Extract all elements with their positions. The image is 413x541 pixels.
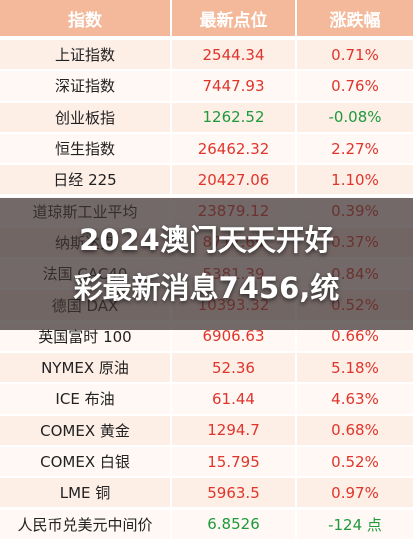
index-change: 0.97%: [297, 478, 413, 508]
header-cell: 最新点位: [172, 0, 295, 36]
index-name: NYMEX 原油: [0, 353, 170, 383]
table-row: LME 铜 5963.5 0.97%: [0, 478, 413, 509]
index-value: 5963.5: [172, 478, 295, 508]
index-value: 26462.32: [172, 133, 295, 164]
index-value: 2544.34: [172, 40, 295, 70]
index-name: 人民币兑美元中间价: [0, 509, 170, 539]
index-change: 4.63%: [297, 384, 413, 414]
table-row: ICE 布油 61.44 4.63%: [0, 384, 413, 415]
index-change: 0.71%: [297, 40, 413, 70]
table-row: NYMEX 原油 52.36 5.18%: [0, 353, 413, 384]
header-cell: 指数: [0, 0, 170, 36]
index-name: 深证指数: [0, 71, 170, 101]
index-name: 恒生指数: [0, 133, 170, 164]
table-row: COMEX 黄金 1294.7 0.68%: [0, 415, 413, 447]
table-row: 创业板指 1262.52 -0.08%: [0, 102, 413, 134]
banner-line: 彩最新消息7456,统: [73, 271, 340, 305]
index-value: 1262.52: [172, 102, 295, 132]
table-row: 上证指数 2544.34 0.71%: [0, 40, 413, 71]
header-row: 指数 最新点位 涨跌幅: [0, 0, 413, 38]
index-name: ICE 布油: [0, 384, 170, 414]
index-change: 2.27%: [297, 133, 413, 164]
index-value: 1294.7: [172, 415, 295, 445]
table-row: 人民币兑美元中间价 6.8526 -124 点: [0, 509, 413, 541]
index-name: 上证指数: [0, 40, 170, 70]
index-name: 创业板指: [0, 102, 170, 132]
index-value: 61.44: [172, 384, 295, 414]
index-value: 7447.93: [172, 71, 295, 101]
index-change: 0.76%: [297, 71, 413, 101]
index-change: 1.10%: [297, 165, 413, 195]
table-row: COMEX 白银 15.795 0.52%: [0, 446, 413, 478]
table-row: 恒生指数 26462.32 2.27%: [0, 133, 413, 165]
index-value: 20427.06: [172, 165, 295, 195]
index-value: 15.795: [172, 446, 295, 477]
index-change: 5.18%: [297, 353, 413, 383]
index-change: -0.08%: [297, 102, 413, 132]
table-row: 深证指数 7447.93 0.76%: [0, 71, 413, 102]
index-change: 0.52%: [297, 446, 413, 477]
index-value: 6.8526: [172, 509, 295, 539]
header-cell: 涨跌幅: [297, 0, 413, 36]
index-change: -124 点: [297, 509, 413, 539]
banner-line: 2024澳门天天开好: [79, 223, 334, 257]
index-change: 0.68%: [297, 415, 413, 445]
index-name: COMEX 白银: [0, 446, 170, 477]
index-name: COMEX 黄金: [0, 415, 170, 445]
overlay-banner: 2024澳门天天开好 彩最新消息7456,统: [0, 198, 413, 330]
index-value: 52.36: [172, 353, 295, 383]
index-name: LME 铜: [0, 478, 170, 508]
table-row: 日经 225 20427.06 1.10%: [0, 165, 413, 196]
index-name: 日经 225: [0, 165, 170, 195]
